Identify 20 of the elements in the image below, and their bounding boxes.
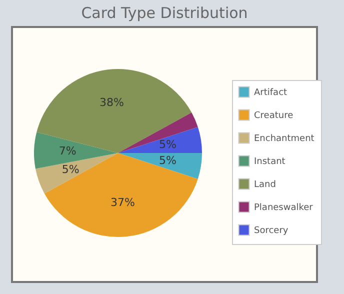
chart-title: Card Type Distribution (81, 4, 248, 22)
pie-slice (36, 69, 192, 153)
legend-label: Land (254, 180, 276, 190)
data-label: 5% (62, 163, 80, 176)
legend-label: Sorcery (254, 226, 289, 236)
data-label: 5% (159, 154, 177, 167)
pie-slice (118, 127, 202, 153)
legend-label: Artifact (254, 88, 288, 98)
legend-label: Creature (254, 111, 294, 121)
pie-slice (118, 112, 198, 153)
data-label: 5% (159, 138, 177, 152)
pie-slice (35, 153, 118, 194)
data-label: 37% (110, 196, 135, 210)
pie-slice (118, 153, 202, 179)
legend-label: Enchantment (254, 134, 315, 144)
legend-label: Instant (254, 157, 286, 167)
pie-slice (44, 153, 198, 237)
data-label: 7% (58, 144, 76, 158)
data-label: 38% (99, 96, 124, 109)
legend-label: Planeswalker (254, 203, 314, 213)
